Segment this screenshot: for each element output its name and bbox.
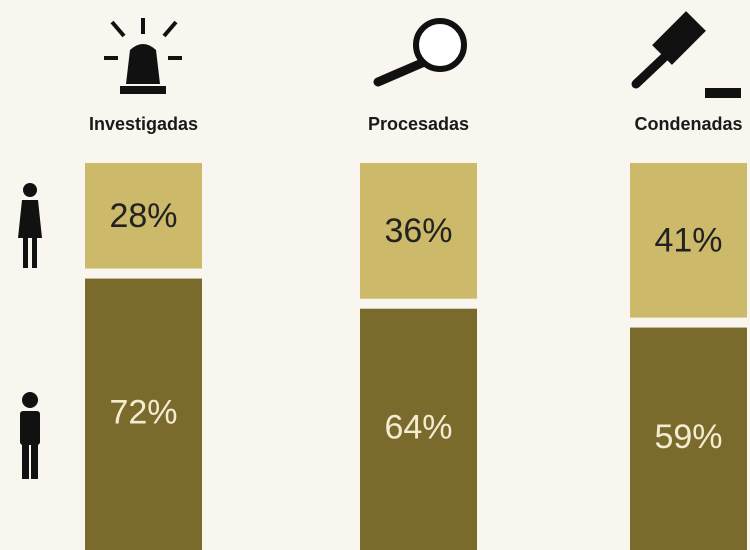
value-label: 41% — [654, 221, 722, 259]
value-label: 72% — [109, 393, 177, 431]
value-label: 64% — [384, 408, 452, 446]
category-label: Investigadas — [89, 114, 198, 134]
bar-segment — [630, 163, 747, 318]
woman-icon — [18, 183, 42, 268]
magnifier-icon — [373, 18, 467, 87]
bar-segment — [360, 308, 477, 550]
category-label: Condenadas — [634, 114, 742, 134]
category-label: Procesadas — [368, 114, 469, 134]
value-label: 59% — [654, 418, 722, 456]
siren-icon — [104, 18, 182, 94]
bar-segment — [360, 163, 477, 299]
value-label: 28% — [109, 197, 177, 235]
bar-segment — [85, 163, 202, 269]
bar-segment — [630, 327, 747, 550]
value-label: 36% — [384, 212, 452, 250]
bar-segment — [85, 278, 202, 550]
man-icon — [20, 392, 40, 479]
gavel-icon — [631, 11, 741, 98]
